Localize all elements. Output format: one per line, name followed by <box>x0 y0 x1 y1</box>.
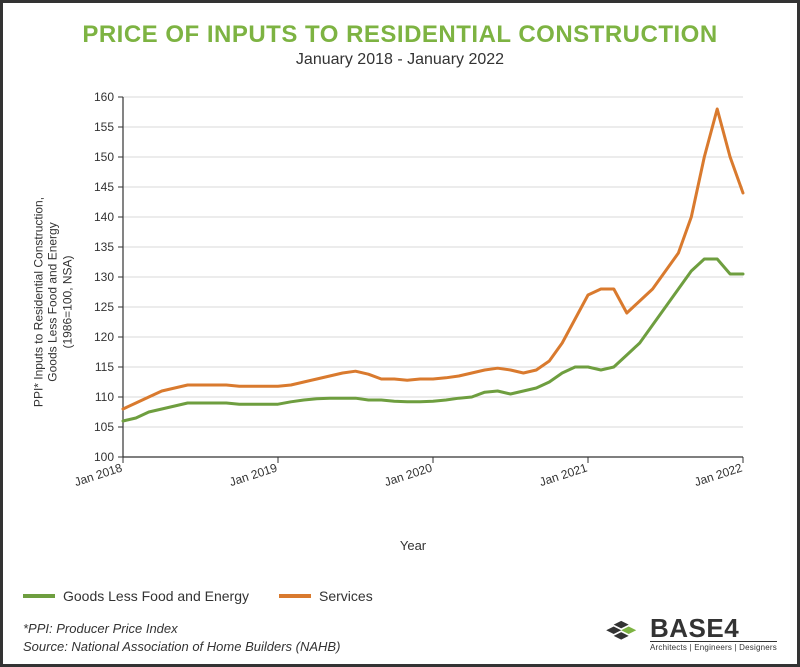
logo-brand: BASE4 <box>650 615 777 641</box>
svg-text:150: 150 <box>94 150 114 164</box>
legend-item-goods: Goods Less Food and Energy <box>23 588 249 604</box>
legend: Goods Less Food and Energy Services <box>23 588 373 604</box>
legend-swatch-goods <box>23 594 55 598</box>
legend-item-services: Services <box>279 588 373 604</box>
svg-text:105: 105 <box>94 420 114 434</box>
line-chart-svg: 100 105 110 115 120 125 130 135 140 145 150 155 160 J… <box>63 87 763 517</box>
svg-text:Jan 2021: Jan 2021 <box>538 460 590 489</box>
footnote: *PPI: Producer Price Index <box>23 621 178 636</box>
logo-subtitle: Architects | Engineers | Designers <box>650 641 777 652</box>
svg-text:155: 155 <box>94 120 114 134</box>
x-axis-label: Year <box>63 538 763 553</box>
svg-text:110: 110 <box>95 390 114 404</box>
logo: BASE4 Architects | Engineers | Designers <box>604 615 777 652</box>
svg-text:100: 100 <box>94 450 114 464</box>
svg-text:Jan 2019: Jan 2019 <box>228 460 280 489</box>
chart-frame: PRICE OF INPUTS TO RESIDENTIAL CONSTRUCT… <box>0 0 800 667</box>
svg-text:130: 130 <box>94 270 114 284</box>
svg-text:125: 125 <box>94 300 114 314</box>
svg-text:115: 115 <box>95 360 114 374</box>
y-axis-label: PPI* Inputs to Residential Construction,… <box>31 197 74 407</box>
svg-text:140: 140 <box>94 210 114 224</box>
logo-text: BASE4 Architects | Engineers | Designers <box>650 615 777 652</box>
legend-swatch-services <box>279 594 311 598</box>
legend-label-services: Services <box>319 588 373 604</box>
svg-text:Jan 2020: Jan 2020 <box>383 460 435 489</box>
svg-text:Jan 2018: Jan 2018 <box>73 460 125 489</box>
svg-text:135: 135 <box>94 240 114 254</box>
source-text: Source: National Association of Home Bui… <box>23 639 340 654</box>
legend-label-goods: Goods Less Food and Energy <box>63 588 249 604</box>
chart-area: PPI* Inputs to Residential Construction,… <box>63 87 763 517</box>
svg-text:160: 160 <box>94 90 114 104</box>
svg-text:Jan 2022: Jan 2022 <box>693 460 745 489</box>
svg-text:145: 145 <box>94 180 114 194</box>
logo-mark-icon <box>604 619 644 649</box>
chart-title: PRICE OF INPUTS TO RESIDENTIAL CONSTRUCT… <box>23 21 777 49</box>
chart-subtitle: January 2018 - January 2022 <box>23 51 777 69</box>
svg-text:120: 120 <box>94 330 114 344</box>
